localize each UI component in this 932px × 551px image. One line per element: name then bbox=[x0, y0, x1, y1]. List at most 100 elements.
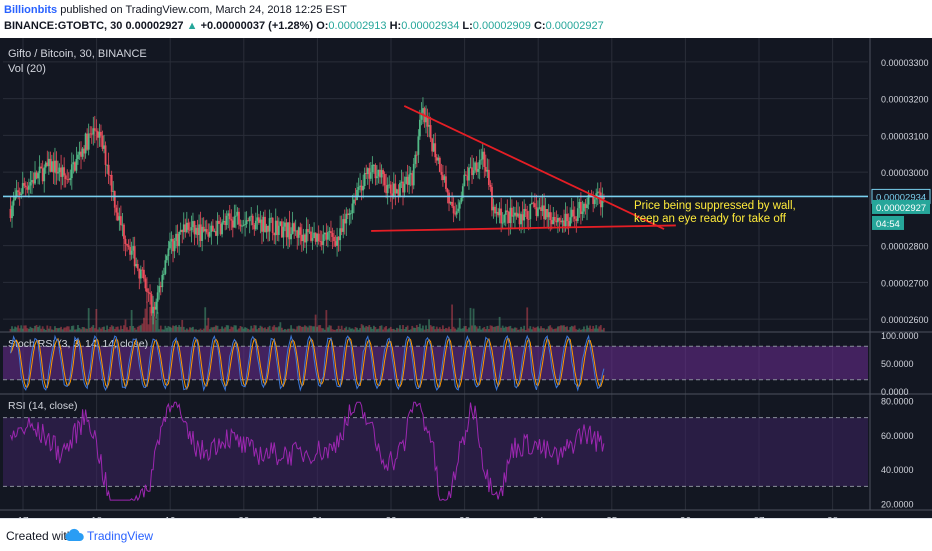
candle-body bbox=[47, 158, 50, 167]
volume-bar bbox=[592, 325, 595, 332]
volume-bar bbox=[435, 326, 438, 332]
volume-bar bbox=[547, 326, 550, 332]
candle-body bbox=[37, 173, 39, 179]
candle-body bbox=[343, 219, 346, 224]
candle-body bbox=[417, 136, 420, 155]
candle-body bbox=[264, 216, 266, 233]
candle-body bbox=[181, 229, 184, 233]
candle-body bbox=[52, 161, 55, 173]
open-label: O: bbox=[316, 20, 329, 32]
volume-bar bbox=[287, 328, 289, 332]
volume-bar bbox=[179, 326, 182, 332]
volume-bar bbox=[175, 325, 177, 332]
tradingview-link[interactable]: TradingView bbox=[87, 529, 154, 543]
candle-body bbox=[460, 197, 463, 203]
volume-bar bbox=[484, 329, 487, 332]
author-link[interactable]: Billionbits bbox=[4, 4, 58, 16]
volume-bar bbox=[172, 325, 174, 332]
volume-bar bbox=[477, 328, 480, 332]
candle-body bbox=[303, 234, 306, 243]
volume-bar bbox=[57, 328, 59, 332]
indicator-tick-label: 80.0000 bbox=[881, 396, 914, 406]
volume-bar bbox=[326, 327, 329, 332]
candle-body bbox=[420, 112, 423, 120]
candlesticks bbox=[9, 97, 605, 325]
candle-body bbox=[432, 143, 435, 152]
volume-bar bbox=[514, 327, 516, 332]
candle-body bbox=[425, 116, 427, 123]
volume-bar bbox=[408, 329, 411, 332]
candle-body bbox=[552, 216, 555, 225]
volume-bar bbox=[429, 325, 432, 332]
candle-body bbox=[405, 176, 407, 184]
volume-bar bbox=[199, 328, 202, 332]
volume-bar bbox=[414, 327, 417, 332]
volume-bar bbox=[524, 329, 527, 332]
volume-bar bbox=[182, 326, 185, 332]
volume-bar bbox=[598, 326, 601, 332]
volume-bar bbox=[353, 329, 355, 332]
candle-body bbox=[198, 224, 200, 236]
candle-body bbox=[256, 217, 259, 221]
candle-body bbox=[576, 208, 579, 222]
volume-bar bbox=[18, 328, 21, 332]
candle-body bbox=[449, 201, 452, 204]
volume-bar bbox=[331, 329, 334, 332]
time-tick-label: 21 bbox=[312, 516, 324, 518]
candle-body bbox=[437, 157, 440, 161]
volume-bar bbox=[466, 329, 469, 332]
volume-bar bbox=[452, 326, 455, 332]
volume-bar bbox=[567, 329, 570, 332]
chart-axes: 0.00003300 0.00003200 0.00003100 0.00003000… bbox=[0, 38, 932, 518]
candle-body bbox=[492, 206, 495, 211]
candle-body bbox=[244, 224, 246, 226]
volume-bar bbox=[46, 325, 49, 332]
price-tick-label: 0.00003000 bbox=[881, 168, 929, 178]
trading-chart[interactable]: Stoch RSI (3, 3, 14, 14, close) RSI (14,… bbox=[0, 38, 932, 518]
volume-bar bbox=[178, 325, 181, 332]
candle-body bbox=[46, 162, 49, 167]
volume-legend: Vol (20) bbox=[8, 63, 46, 75]
candle-body bbox=[81, 148, 84, 157]
volume-bar bbox=[12, 328, 15, 332]
candle-body bbox=[34, 172, 36, 184]
price-tick-label: 0.00002700 bbox=[881, 278, 929, 288]
volume-bar bbox=[224, 327, 227, 332]
volume-bar bbox=[164, 325, 167, 332]
volume-bar bbox=[558, 326, 561, 332]
volume-bar bbox=[428, 319, 430, 332]
candle-body bbox=[366, 168, 369, 175]
candle-body bbox=[589, 194, 591, 197]
volume-bar bbox=[406, 325, 409, 332]
volume-bar bbox=[345, 326, 348, 332]
volume-bar bbox=[234, 325, 237, 332]
candle-body bbox=[231, 220, 234, 228]
volume-bar bbox=[486, 325, 489, 332]
candle-body bbox=[466, 175, 469, 181]
volume-bar bbox=[204, 307, 207, 332]
candle-body bbox=[113, 191, 116, 208]
candle-body bbox=[196, 227, 199, 236]
volume-bar bbox=[38, 325, 41, 332]
candle-body bbox=[204, 229, 207, 232]
volume-bar bbox=[579, 329, 582, 332]
candle-body bbox=[326, 232, 329, 240]
volume-bar bbox=[320, 328, 323, 332]
volume-bar bbox=[192, 326, 194, 332]
volume-bar bbox=[190, 327, 193, 332]
volume-bar bbox=[256, 329, 259, 332]
candle-body bbox=[443, 176, 446, 181]
price-tick-label: 0.00003200 bbox=[881, 95, 929, 105]
volume-bar bbox=[228, 329, 231, 332]
candle-body bbox=[308, 231, 311, 233]
candle-body bbox=[135, 264, 138, 267]
volume-bar bbox=[590, 329, 593, 332]
candle-body bbox=[215, 231, 217, 236]
countdown-tag bbox=[872, 215, 904, 230]
volume-bar bbox=[261, 326, 263, 332]
candle-body bbox=[409, 173, 412, 175]
candle-body bbox=[351, 203, 354, 214]
candle-body bbox=[337, 236, 340, 241]
volume-bar bbox=[529, 326, 532, 332]
candle-body bbox=[386, 184, 389, 194]
